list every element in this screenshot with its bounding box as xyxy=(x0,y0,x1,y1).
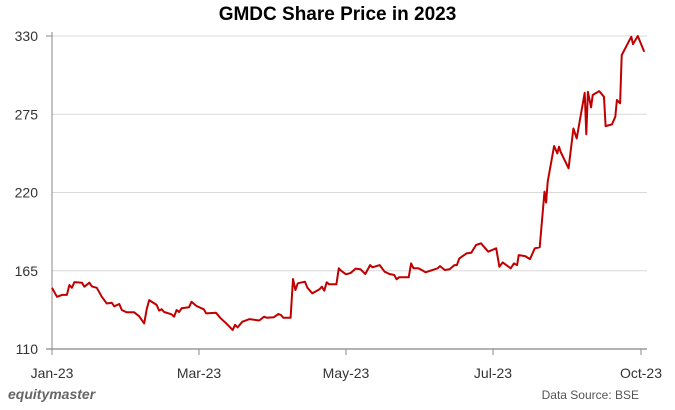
y-tick-label: 330 xyxy=(15,28,39,44)
equitymaster-logo: equitymaster xyxy=(8,386,96,402)
y-tick-label: 220 xyxy=(15,185,39,201)
x-tick-label: Jul-23 xyxy=(474,365,512,381)
chart-title: GMDC Share Price in 2023 xyxy=(218,4,457,25)
y-tick-label: 275 xyxy=(15,106,39,122)
y-tick-label: 110 xyxy=(16,341,39,357)
x-tick-label: Oct-23 xyxy=(620,365,662,381)
y-tick-label: 165 xyxy=(15,263,39,279)
x-tick-label: May-23 xyxy=(323,365,370,381)
x-tick-label: Mar-23 xyxy=(177,365,222,381)
x-tick-label: Jan-23 xyxy=(31,365,74,381)
data-source: Data Source: BSE xyxy=(541,388,639,402)
price-line xyxy=(51,35,646,331)
